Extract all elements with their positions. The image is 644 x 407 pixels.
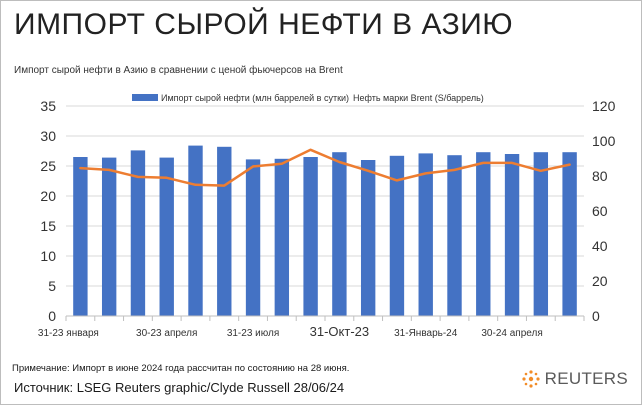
right-tick-label: 100 bbox=[592, 133, 616, 149]
reuters-dot-logo-icon bbox=[522, 370, 540, 388]
left-tick-label: 25 bbox=[40, 158, 56, 174]
import-bar bbox=[504, 154, 520, 316]
right-tick-label: 20 bbox=[592, 273, 608, 289]
logo-dot bbox=[536, 377, 540, 381]
page-title: ИМПОРТ СЫРОЙ НЕФТИ В АЗИЮ bbox=[14, 8, 514, 41]
x-tick-label: 31-23 января bbox=[38, 328, 99, 339]
source-credit: Источник: LSEG Reuters graphic/Clyde Rus… bbox=[14, 380, 345, 395]
x-tick-label: 31-Январь-24 bbox=[394, 328, 458, 339]
import-bar bbox=[217, 146, 232, 316]
x-tick-label: 31-Окт-23 bbox=[310, 324, 369, 339]
x-tick-label: 30-24 апреля bbox=[481, 328, 542, 339]
logo-dot bbox=[524, 382, 527, 386]
legend-label-imports: Импорт сырой нефти (млн баррелей в сутки… bbox=[161, 93, 349, 103]
crude-imports-chart: 0 5 10 15 20 25 30 35 0 20 40 60 80 100 120 31-23 янв… bbox=[38, 93, 616, 339]
import-bar bbox=[245, 159, 261, 316]
left-tick-label: 35 bbox=[40, 98, 56, 114]
import-bar bbox=[159, 157, 174, 316]
reuters-logo: REUTERS bbox=[520, 368, 628, 390]
import-bar bbox=[389, 155, 405, 316]
logo-dot bbox=[529, 370, 533, 374]
import-bar bbox=[101, 157, 117, 316]
import-bar bbox=[447, 155, 462, 316]
logo-dot bbox=[529, 384, 533, 388]
import-bars bbox=[73, 145, 577, 316]
right-tick-label: 60 bbox=[592, 203, 608, 219]
logo-dot bbox=[528, 376, 533, 382]
import-bar bbox=[274, 158, 290, 316]
logo-dot bbox=[522, 377, 526, 381]
import-bar bbox=[130, 150, 146, 316]
chart-subtitle: Импорт сырой нефти в Азию в сравнении с … bbox=[14, 65, 343, 76]
brent-price-line bbox=[79, 148, 571, 187]
left-tick-label: 0 bbox=[48, 308, 56, 324]
left-tick-label: 10 bbox=[40, 248, 56, 264]
import-bar bbox=[332, 152, 347, 316]
left-tick-label: 15 bbox=[40, 218, 56, 234]
left-tick-label: 30 bbox=[40, 128, 56, 144]
chart-legend: Импорт сырой нефти (млн баррелей в сутки… bbox=[132, 93, 484, 103]
logo-dot bbox=[524, 372, 527, 376]
x-tick-label: 30-23 апреля bbox=[136, 328, 197, 339]
left-tick-label: 20 bbox=[40, 188, 56, 204]
import-bar bbox=[533, 152, 549, 316]
right-tick-label: 80 bbox=[592, 168, 608, 184]
right-tick-label: 120 bbox=[592, 98, 616, 114]
legend-label-brent: Нефть марки Brent (S/баррель) bbox=[353, 93, 484, 103]
logo-dot bbox=[534, 372, 537, 376]
brent-line bbox=[79, 148, 571, 187]
legend-swatch-imports bbox=[132, 94, 158, 101]
import-bar bbox=[188, 145, 203, 316]
import-bar bbox=[562, 152, 577, 316]
import-bar bbox=[360, 160, 376, 316]
right-tick-label: 0 bbox=[592, 308, 600, 324]
left-y-axis: 0 5 10 15 20 25 30 35 bbox=[40, 98, 56, 324]
left-tick-label: 5 bbox=[48, 278, 56, 294]
import-bar bbox=[476, 152, 491, 316]
x-tick-label: 31-23 июля bbox=[227, 328, 279, 339]
footnote: Примечание: Импорт в июне 2024 года расс… bbox=[12, 363, 350, 374]
import-bar bbox=[73, 157, 88, 316]
import-bar bbox=[303, 157, 318, 316]
import-bar bbox=[418, 153, 433, 316]
right-tick-label: 40 bbox=[592, 238, 608, 254]
logo-dot bbox=[534, 382, 537, 386]
x-axis: 31-23 января 30-23 апреля 31-23 июля 31-Окт… bbox=[38, 315, 585, 339]
right-y-axis: 0 20 40 60 80 100 120 bbox=[592, 98, 616, 324]
reuters-logo-text: REUTERS bbox=[544, 369, 628, 388]
